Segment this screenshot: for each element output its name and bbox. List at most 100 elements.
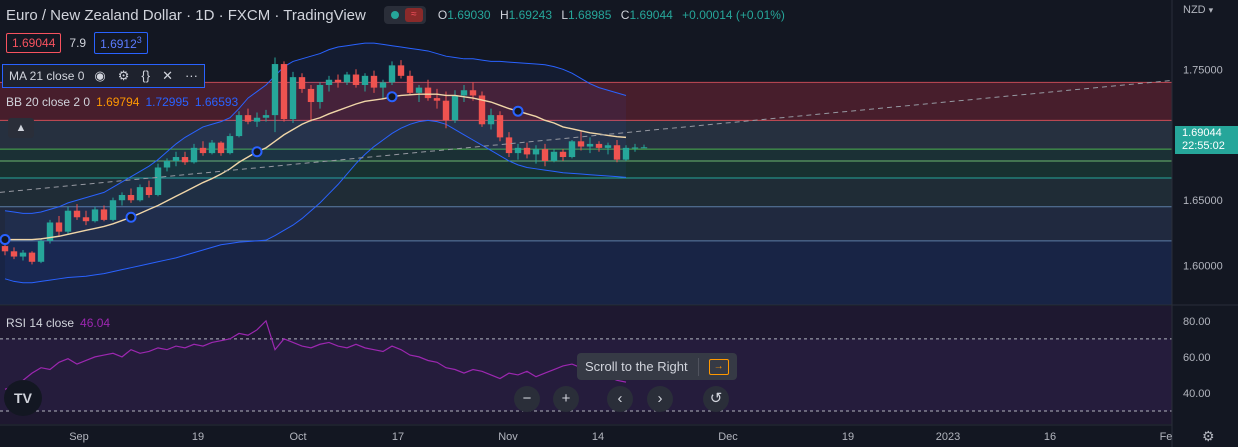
currency-selector[interactable]: NZD ▾ bbox=[1183, 4, 1213, 16]
time-tick-label: 16 bbox=[1044, 431, 1056, 443]
arrow-right-key-icon: → bbox=[708, 358, 729, 375]
candle-body bbox=[541, 149, 549, 161]
fib-zone bbox=[0, 160, 1172, 178]
close-icon[interactable]: ✕ bbox=[162, 68, 173, 83]
price-tick-label: 1.65000 bbox=[1183, 195, 1223, 207]
time-tick-label: 19 bbox=[842, 431, 854, 443]
candle-body bbox=[10, 251, 18, 257]
candle-body bbox=[253, 117, 261, 122]
low-value: 1.68985 bbox=[568, 8, 612, 22]
rsi-legend[interactable]: RSI 14 close 46.04 bbox=[6, 316, 110, 330]
candle-body bbox=[181, 157, 189, 163]
settings-icon[interactable]: ⚙ bbox=[117, 68, 130, 83]
fib-zone bbox=[0, 206, 1172, 241]
candle-body bbox=[343, 74, 351, 83]
moving-average-line bbox=[0, 91, 627, 246]
scroll-left-button[interactable]: ‹ bbox=[607, 386, 633, 412]
rsi-value: 46.04 bbox=[80, 316, 111, 330]
candle-body bbox=[55, 222, 63, 232]
chart-header: Euro / New Zealand Dollar · 1D · FXCM · … bbox=[6, 4, 785, 26]
bollinger-bands bbox=[4, 42, 627, 284]
candle-body bbox=[199, 147, 207, 154]
ma-cross-marker bbox=[0, 234, 11, 246]
candle-body bbox=[271, 64, 279, 116]
candle-body bbox=[406, 75, 414, 93]
bb-legend[interactable]: BB 20 close 2 0 1.69794 1.72995 1.66593 bbox=[6, 95, 238, 109]
more-icon[interactable]: ··· bbox=[184, 68, 198, 83]
candle-body bbox=[550, 151, 558, 161]
time-tick-label: 2023 bbox=[936, 431, 960, 443]
market-open-icon bbox=[390, 11, 399, 19]
ma-label: MA 21 close 0 bbox=[9, 69, 85, 83]
collapse-legend-button[interactable]: ▲ bbox=[8, 118, 34, 138]
bb-upper-line bbox=[4, 42, 627, 214]
scroll-right-button[interactable]: › bbox=[647, 386, 673, 412]
rsi-tick-label: 80.00 bbox=[1183, 316, 1211, 328]
bb-lower-value: 1.66593 bbox=[194, 95, 239, 109]
candle-body bbox=[226, 136, 234, 154]
candle-body bbox=[433, 98, 441, 101]
fib-zone bbox=[0, 240, 1172, 305]
candle-body bbox=[325, 79, 333, 85]
candle-body bbox=[478, 95, 486, 125]
candle-body bbox=[118, 195, 126, 201]
bb-fill bbox=[5, 43, 626, 283]
symbol-title[interactable]: Euro / New Zealand Dollar · 1D · FXCM · … bbox=[6, 6, 366, 24]
candle-body bbox=[532, 149, 540, 155]
fib-zone bbox=[0, 120, 1172, 150]
time-tick-label: 19 bbox=[192, 431, 204, 443]
chevron-down-icon: ▾ bbox=[1208, 5, 1214, 15]
candle-body bbox=[82, 217, 90, 222]
candle-body bbox=[451, 95, 459, 121]
rsi-label: RSI 14 close bbox=[6, 316, 75, 330]
buy-button[interactable]: 1.69123 bbox=[94, 32, 148, 54]
rsi-tick-label: 40.00 bbox=[1183, 388, 1211, 400]
candle-body bbox=[577, 141, 585, 147]
candle-body bbox=[505, 137, 513, 154]
sell-button[interactable]: 1.69044 bbox=[6, 33, 62, 53]
candle-body bbox=[388, 65, 396, 83]
buy-price: 1.6912 bbox=[100, 37, 137, 51]
candle-body bbox=[64, 210, 72, 232]
rsi-tick-label: 60.00 bbox=[1183, 352, 1211, 364]
tooltip-text: Scroll to the Right bbox=[585, 359, 688, 374]
trade-buttons: 1.69044 7.9 1.69123 bbox=[6, 32, 148, 54]
source-code-icon[interactable]: {} bbox=[141, 68, 151, 83]
low-label: L bbox=[561, 8, 569, 22]
tradingview-logo[interactable]: TV bbox=[4, 380, 42, 416]
candle-body bbox=[307, 88, 315, 103]
candle-body bbox=[289, 77, 297, 120]
last-price-label: 1.69044 22:55:02 bbox=[1175, 126, 1238, 154]
trendline[interactable] bbox=[0, 79, 1173, 193]
rsi-line bbox=[4, 319, 627, 390]
candle-body bbox=[217, 142, 225, 154]
candle-body bbox=[397, 65, 405, 76]
candle-body bbox=[469, 90, 477, 96]
ma-cross-marker bbox=[512, 105, 524, 117]
candle-body bbox=[613, 145, 621, 160]
market-status: ≈ bbox=[383, 6, 426, 24]
candle-body bbox=[19, 252, 27, 257]
close-value: 1.69044 bbox=[629, 8, 673, 22]
candle-body bbox=[235, 115, 243, 137]
chart-settings-gear-icon[interactable]: ⚙ bbox=[1202, 428, 1215, 444]
candle-body bbox=[262, 115, 270, 118]
candle-body bbox=[109, 200, 117, 220]
fibonacci-retracement bbox=[0, 81, 1172, 305]
candle-body bbox=[415, 87, 423, 93]
zoom-in-button[interactable]: + bbox=[553, 386, 579, 412]
candle-body bbox=[190, 147, 198, 163]
eye-icon[interactable]: ◉ bbox=[94, 68, 106, 83]
reset-chart-button[interactable]: ↺ bbox=[703, 386, 729, 412]
fib-zone bbox=[0, 177, 1172, 207]
candlesticks bbox=[1, 57, 648, 265]
bb-upper-value: 1.72995 bbox=[145, 95, 189, 109]
candle-body bbox=[136, 187, 144, 201]
ma-cross-marker bbox=[251, 146, 263, 158]
candle-body bbox=[559, 151, 567, 158]
candle-body bbox=[127, 195, 135, 201]
zoom-out-button[interactable]: − bbox=[514, 386, 540, 412]
time-tick-label: Oct bbox=[289, 431, 306, 443]
ma-legend[interactable]: MA 21 close 0 ◉ ⚙ {} ✕ ··· bbox=[2, 64, 205, 88]
